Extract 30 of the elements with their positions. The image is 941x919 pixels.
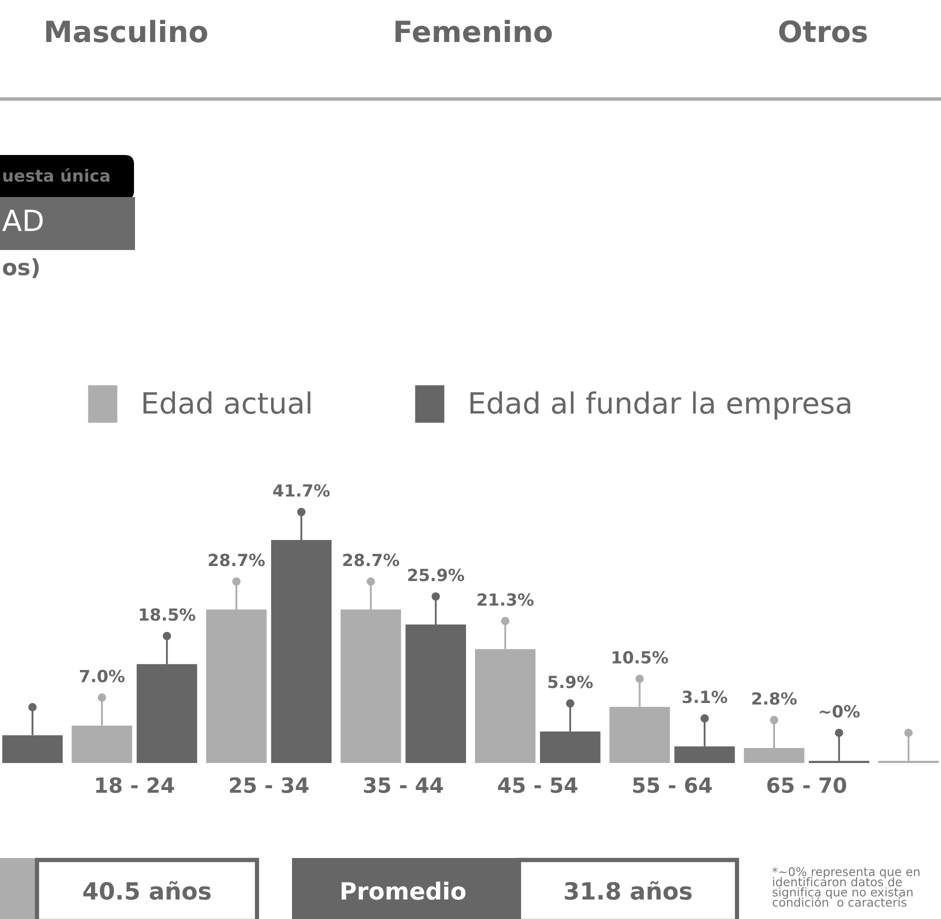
data-label: 21.3% <box>478 593 534 606</box>
x-tick-label: 65 - 70 <box>767 777 846 794</box>
legend-label: Edad al fundar la empresa <box>470 391 850 420</box>
legend-label: Edad actual <box>144 391 310 414</box>
text: Femenino <box>396 20 552 42</box>
text: AD <box>2 210 43 232</box>
text: 31.8 años <box>564 881 692 900</box>
data-label: 25.9% <box>408 568 464 582</box>
data-label: 10.5% <box>612 651 668 664</box>
data-label: 7.0% <box>80 670 125 682</box>
data-label: 5.9% <box>548 676 593 688</box>
data-label: ~0% <box>820 705 860 718</box>
data-label: 28.7% <box>208 554 265 566</box>
text: Promedio <box>342 882 466 900</box>
data-label: 28.7% <box>343 554 400 566</box>
text: 40.5 años <box>83 881 211 900</box>
x-tick-label: 25 - 34 <box>230 777 308 794</box>
text: Otros <box>779 20 867 42</box>
x-tick-label: 35 - 44 <box>364 777 443 794</box>
data-label: 3.1% <box>682 690 728 704</box>
text: *~0% representa que en identificaron datos de significa que no existan condición o caracterís <box>772 867 920 907</box>
x-tick-label: 18 - 24 <box>96 777 174 794</box>
text: os) <box>2 258 39 278</box>
data-label: 2.8% <box>752 692 797 705</box>
text: Masculino <box>46 20 208 42</box>
text: uesta única <box>3 168 110 182</box>
data-label: 18.5% <box>140 608 196 621</box>
x-tick-label: 45 - 54 <box>498 778 578 794</box>
x-tick-label: 55 - 64 <box>633 777 712 794</box>
data-label: 41.7% <box>273 484 330 497</box>
